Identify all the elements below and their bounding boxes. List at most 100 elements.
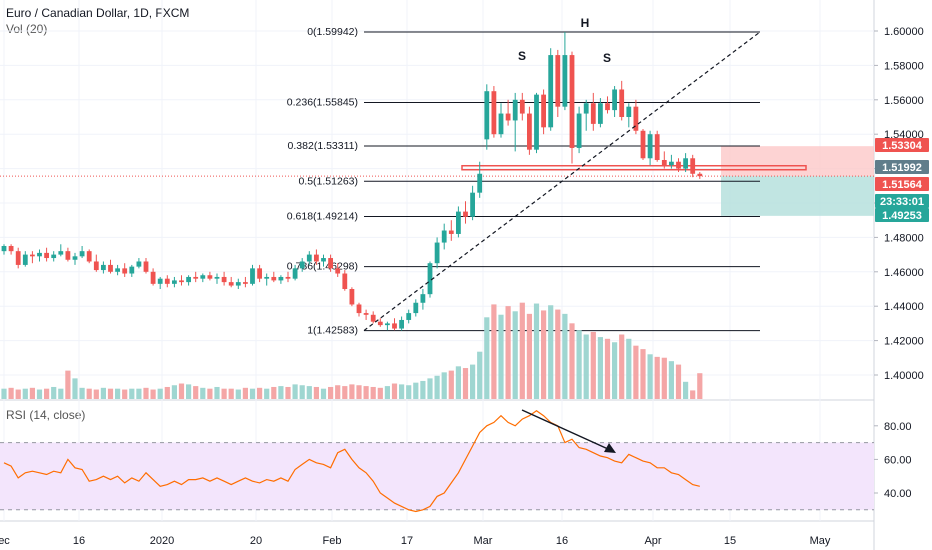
candle-body xyxy=(228,282,234,286)
volume-bar xyxy=(434,375,440,399)
candle-body xyxy=(349,289,355,305)
candle-body xyxy=(569,55,575,148)
volume-bar xyxy=(484,317,490,399)
candle-body xyxy=(115,268,120,272)
fib-level-label: 0(1.59942) xyxy=(307,26,358,38)
volume-bar xyxy=(675,364,682,399)
volume-bar xyxy=(597,337,603,399)
candle-body xyxy=(186,276,191,283)
volume-bar xyxy=(604,338,611,399)
price-tick-label: 1.56000 xyxy=(884,95,924,107)
volume-bar xyxy=(498,314,504,399)
volume-bar xyxy=(1,388,7,399)
volume-bar xyxy=(207,388,213,399)
price-tick-label: 1.48000 xyxy=(884,232,924,244)
candle-body xyxy=(278,276,284,281)
volume-bar xyxy=(22,388,28,399)
fib-level-label: 0.618(1.49214) xyxy=(287,211,358,223)
candle-body xyxy=(321,258,326,262)
volume-bar xyxy=(242,387,248,399)
volume-bar xyxy=(164,386,170,399)
volume-bar xyxy=(58,388,64,399)
volume-bar xyxy=(171,385,177,399)
volume-bar xyxy=(79,387,85,399)
candle-body xyxy=(93,261,99,271)
volume-bar xyxy=(356,385,362,399)
candle-body xyxy=(306,254,312,262)
candle-body xyxy=(271,276,277,281)
candle-body xyxy=(527,113,532,150)
time-tick-label: ec xyxy=(0,535,10,547)
divergence-arrow-line xyxy=(521,409,609,450)
volume-bar xyxy=(271,386,277,399)
fibonacci-retracement[interactable]: 0(1.59942) 0.236(1.55845) 0.382(1.53311) 0.… xyxy=(287,26,760,337)
candle-body xyxy=(477,173,483,193)
volume-bar xyxy=(683,381,689,399)
candle-body xyxy=(640,130,646,159)
rsi-tick-label: 60.00 xyxy=(884,454,912,466)
volume-bar xyxy=(548,305,554,399)
candle-body xyxy=(79,251,85,257)
candle-body xyxy=(101,264,106,271)
volume-bar xyxy=(406,385,412,399)
time-tick-label: 2020 xyxy=(150,535,174,547)
drawings[interactable]: S H S xyxy=(363,16,761,332)
volume-bar xyxy=(186,384,192,399)
volume-bar xyxy=(136,388,142,399)
volume-bar xyxy=(562,313,568,399)
price-tick-label: 1.44000 xyxy=(884,301,924,313)
volume-bar xyxy=(420,380,426,399)
candle-body xyxy=(235,282,241,286)
price-tags: 1.53304 1.51992 1.51564 23:33:01 1.49253 xyxy=(875,138,929,222)
rsi-indicator-label: RSI (14, close) xyxy=(6,408,86,422)
candle-body xyxy=(51,254,57,259)
candle-body xyxy=(15,251,21,265)
candle-body xyxy=(193,276,199,279)
rsi-tick-label: 80.00 xyxy=(884,421,912,433)
candle-body xyxy=(22,254,28,265)
candle-body xyxy=(399,319,404,329)
volume-bar xyxy=(178,383,185,399)
volume-bar xyxy=(328,386,334,399)
volume-bar xyxy=(278,386,284,399)
divergence-arrow-head xyxy=(604,443,616,453)
volume-bar xyxy=(349,384,355,399)
volume-bar xyxy=(377,387,383,399)
candle-body xyxy=(37,252,42,257)
candle-body xyxy=(65,251,71,260)
volume-bar xyxy=(235,389,241,399)
volume-bar xyxy=(342,386,348,399)
volume-bar xyxy=(143,387,149,399)
volume-bar xyxy=(391,383,398,399)
time-tick-label: 15 xyxy=(724,535,736,547)
volume-bar xyxy=(370,386,376,399)
candle-body xyxy=(427,263,433,295)
volume-bar xyxy=(51,386,57,399)
candle-body xyxy=(335,268,341,274)
price-tag-box xyxy=(875,194,929,208)
volume-bar xyxy=(690,390,696,399)
volume-bar xyxy=(477,351,483,399)
price-tick-label: 1.42000 xyxy=(884,336,924,348)
candle-body xyxy=(285,276,291,279)
volume-bar xyxy=(313,386,319,399)
fib-level-label: 0.236(1.55845) xyxy=(287,96,358,108)
candle-body xyxy=(314,254,319,262)
volume-bar xyxy=(93,389,99,399)
time-tick-label: 20 xyxy=(250,535,262,547)
candle-body xyxy=(356,304,362,314)
candle-body xyxy=(583,103,589,114)
rsi-band xyxy=(0,442,874,510)
price-tick-label: 1.40000 xyxy=(884,370,924,382)
volume-bar xyxy=(491,304,497,399)
volume-bar xyxy=(292,384,298,399)
candle-body xyxy=(562,55,568,107)
candle-body xyxy=(214,276,220,279)
price-tag-label: 1.51992 xyxy=(882,162,922,174)
volume-indicator-label: Vol (20) xyxy=(6,22,48,36)
candle-body xyxy=(505,113,511,121)
volume-bar xyxy=(200,387,206,399)
price-tick-label: 1.46000 xyxy=(884,267,924,279)
candle-body xyxy=(264,276,270,279)
